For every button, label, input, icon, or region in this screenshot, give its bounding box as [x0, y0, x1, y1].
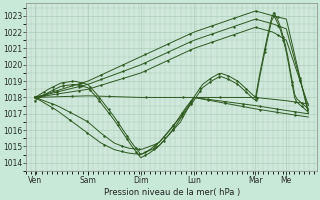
X-axis label: Pression niveau de la mer( hPa ): Pression niveau de la mer( hPa )	[104, 188, 240, 197]
